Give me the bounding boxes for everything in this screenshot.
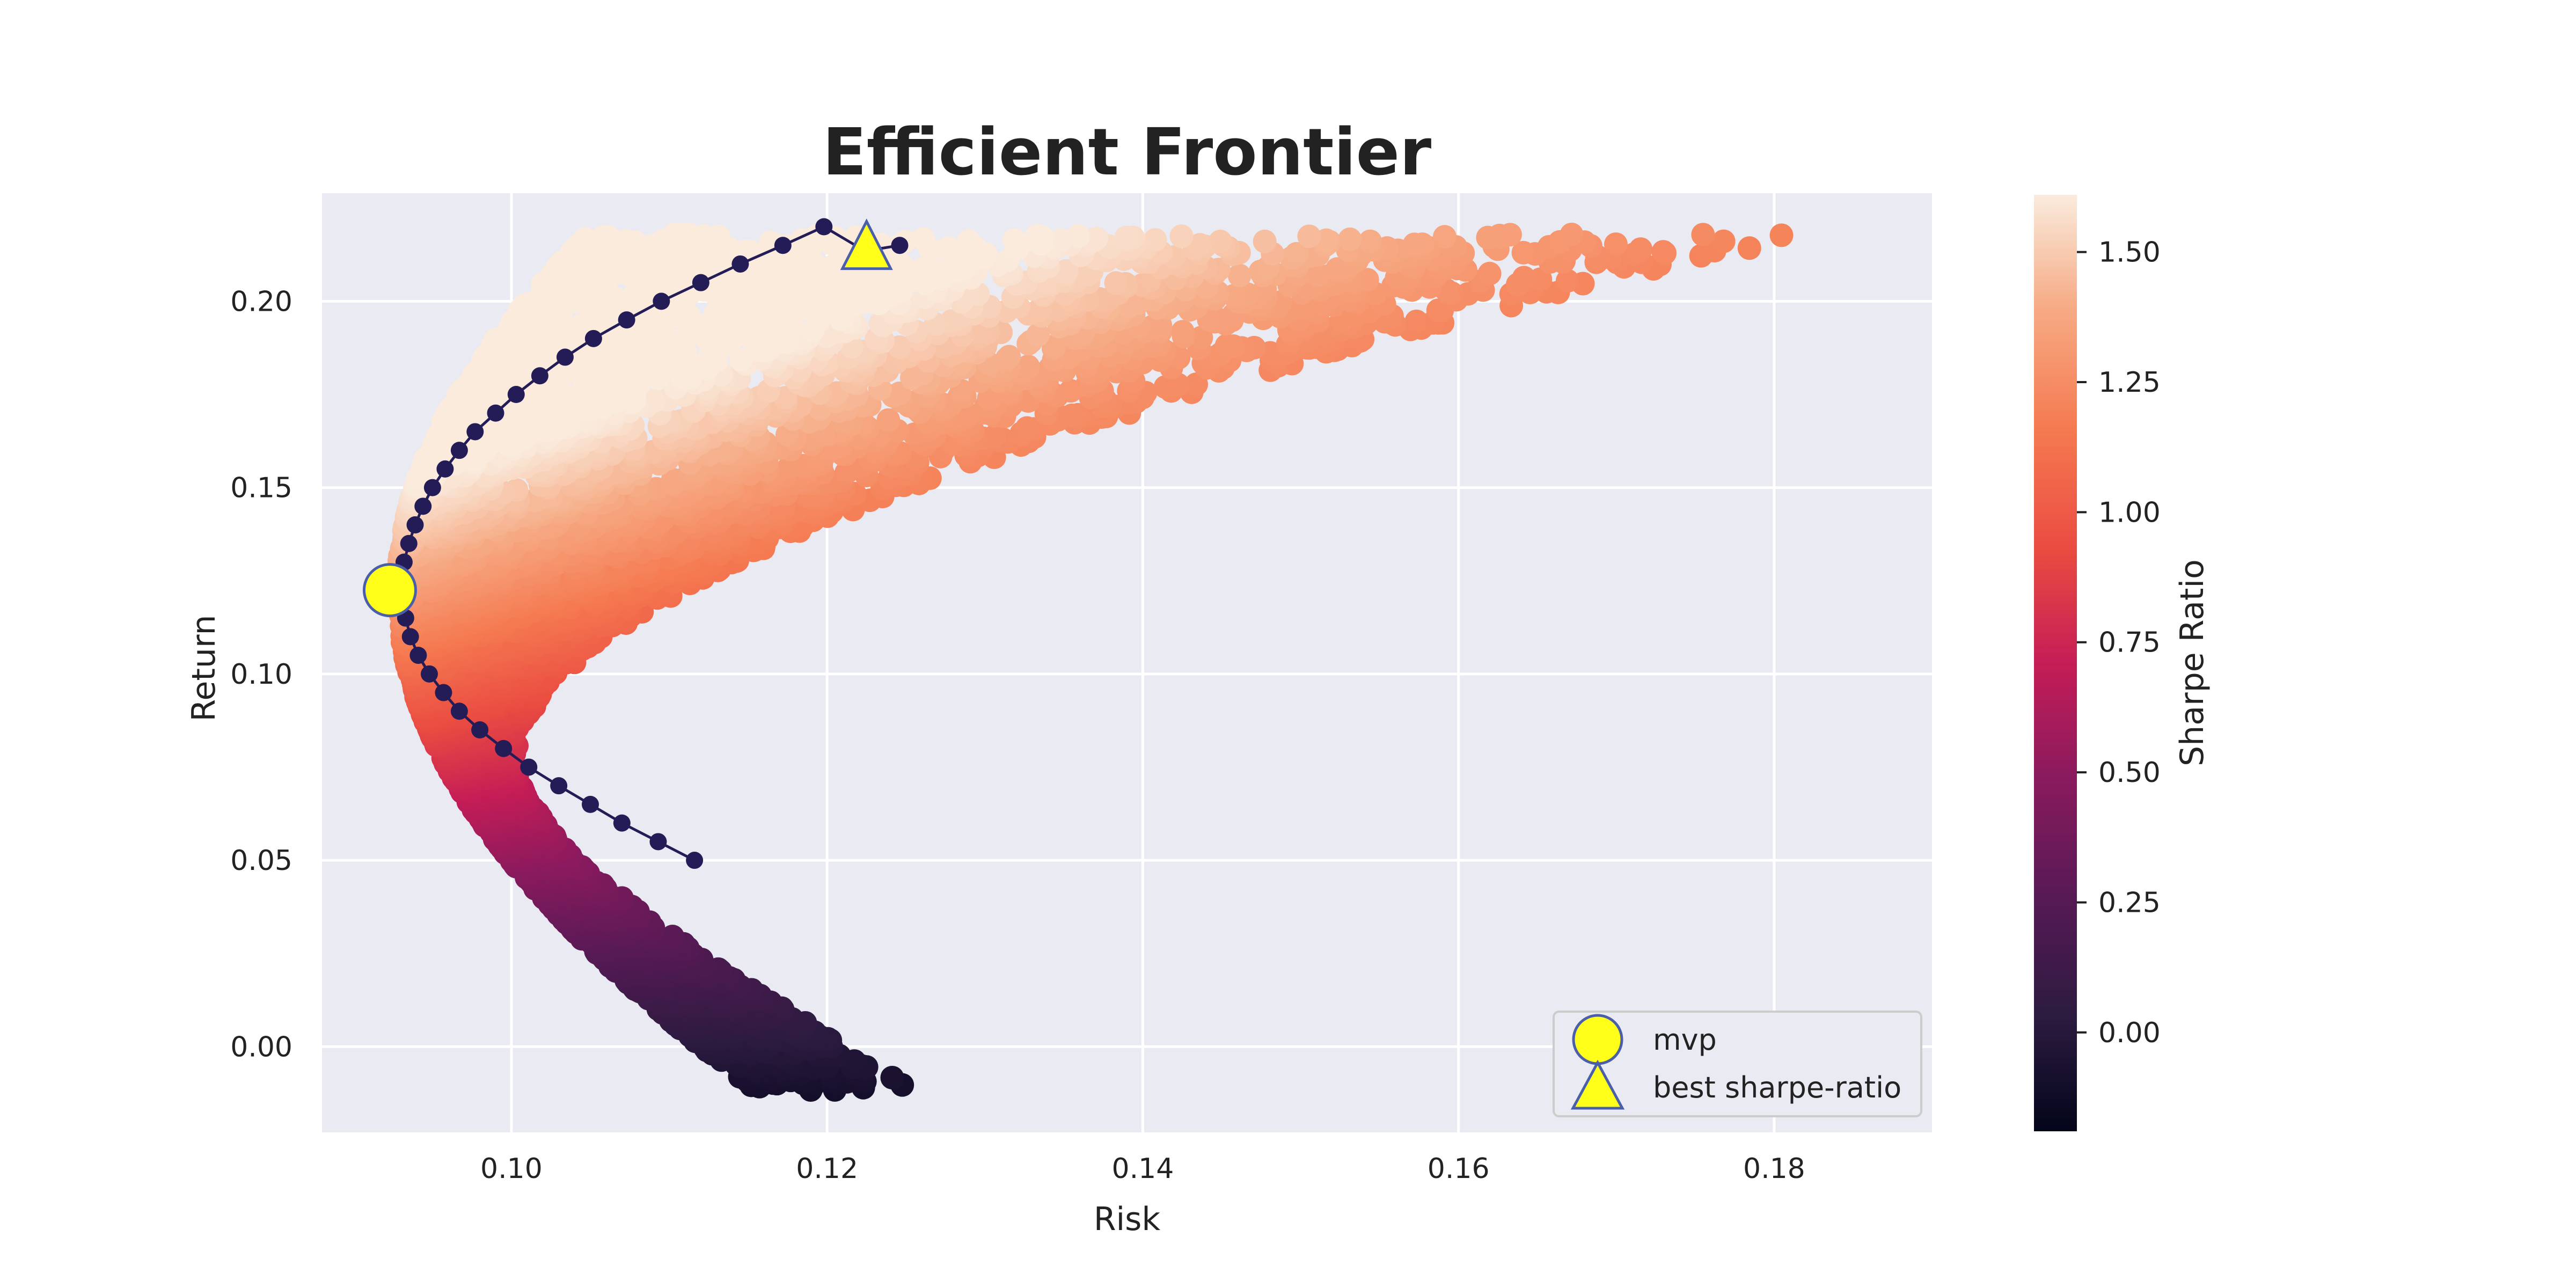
portfolio-point [1512,266,1536,290]
portfolio-point [1015,416,1039,440]
portfolio-point [1338,227,1362,251]
portfolio-point [1432,225,1457,249]
portfolio-point [1214,334,1239,358]
portfolio-point [1477,261,1502,286]
portfolio-point [1691,223,1715,247]
portfolio-point [1025,223,1049,247]
portfolio-point [957,229,981,253]
portfolio-point [1629,237,1653,261]
portfolio-point [1358,229,1382,253]
portfolio-point [1711,229,1736,253]
portfolio-point [1227,264,1252,288]
portfolio-point [1297,224,1321,248]
portfolio-point [1476,225,1500,250]
portfolio-point [1604,232,1628,257]
portfolio-scatter [386,222,1794,1102]
portfolio-point [1169,224,1194,248]
portfolio-point [1104,271,1128,295]
portfolio-point [1402,232,1426,257]
portfolio-point [880,1065,904,1089]
portfolio-point [1170,320,1195,344]
portfolio-point [1737,236,1761,260]
portfolio-point [661,925,685,949]
portfolio-point [1560,222,1584,246]
portfolio-point [1253,229,1277,253]
portfolio-point [997,345,1021,369]
portfolio-point [1769,223,1794,247]
portfolio-point [1651,240,1675,264]
portfolio-point [1114,225,1138,250]
portfolio-point [1002,228,1027,252]
portfolio-point [1404,309,1429,333]
